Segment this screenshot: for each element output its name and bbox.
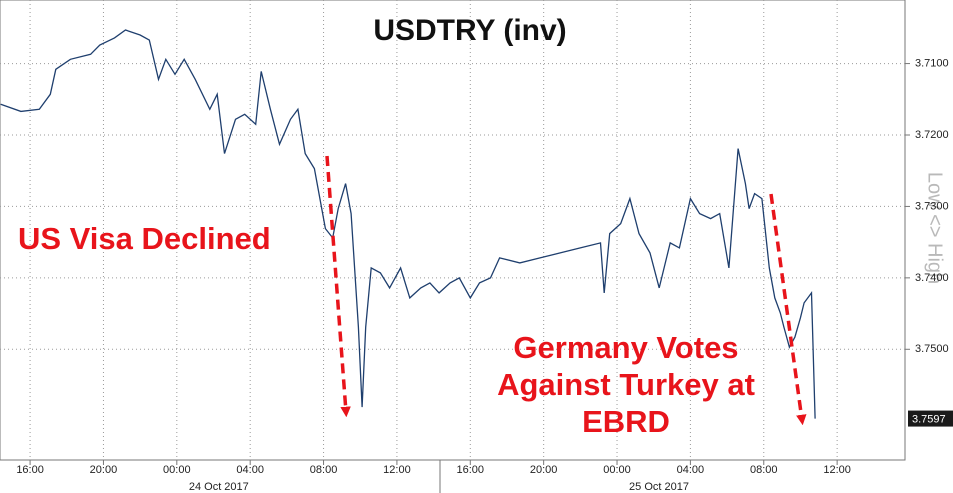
x-tick-label: 00:00 <box>163 464 191 476</box>
annotation: EBRD <box>582 404 670 439</box>
y-tick-label: 3.7200 <box>915 129 949 141</box>
plot-area <box>0 0 906 461</box>
y-tick-label: 3.7500 <box>915 343 949 355</box>
x-tick-label: 16:00 <box>457 464 485 476</box>
series <box>0 29 816 419</box>
y-tick-label: 3.7400 <box>915 272 949 284</box>
y-tick-label: 3.7100 <box>915 57 949 69</box>
x-tick-label: 04:00 <box>236 464 264 476</box>
y-tick-label: 3.7300 <box>915 200 949 212</box>
annotation: Germany Votes <box>513 330 738 365</box>
last-price-label: 3.7597 <box>912 413 946 425</box>
x-tick-label: 04:00 <box>677 464 705 476</box>
price-line <box>0 29 816 419</box>
annotation: Against Turkey at <box>497 367 755 402</box>
x-date-label: 24 Oct 2017 <box>189 481 249 493</box>
x-tick-label: 20:00 <box>90 464 118 476</box>
grid <box>0 0 905 460</box>
x-date-label: 25 Oct 2017 <box>629 481 689 493</box>
x-tick-label: 08:00 <box>750 464 778 476</box>
arrow <box>325 155 351 418</box>
x-tick-label: 00:00 <box>603 464 631 476</box>
axis-side-label: Low <> High <box>924 172 946 284</box>
last-price-box <box>908 410 953 427</box>
x-tick-label: 08:00 <box>310 464 338 476</box>
x-tick-label: 12:00 <box>383 464 411 476</box>
x-tick-label: 12:00 <box>823 464 851 476</box>
annotation: US Visa Declined <box>18 221 271 256</box>
chart-title: USDTRY (inv) <box>373 14 566 47</box>
x-tick-label: 20:00 <box>530 464 558 476</box>
x-tick-label: 16:00 <box>16 464 44 476</box>
arrow <box>769 193 807 426</box>
